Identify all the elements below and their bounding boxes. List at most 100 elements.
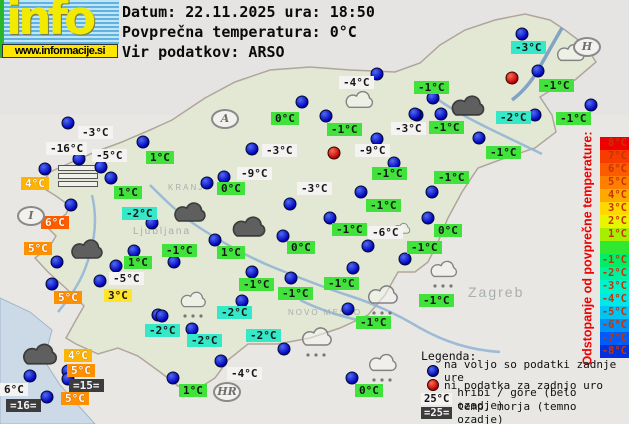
- scale-band: 2°C: [600, 215, 629, 228]
- station-dot-data-available: [283, 197, 297, 211]
- station-dot-data-available: [421, 211, 435, 225]
- station-dot-data-available: [425, 185, 439, 199]
- station-temp-badge: 5°C: [67, 364, 95, 377]
- scale-band: [600, 241, 629, 254]
- station-temp-badge: 1°C: [114, 186, 142, 199]
- station-dot-data-available: [38, 162, 52, 176]
- station-dot-data-available: [208, 233, 222, 247]
- station-dot-data-available: [64, 198, 78, 212]
- station-dot-no-data: [505, 71, 519, 85]
- fog-bar: [58, 165, 98, 171]
- station-temp-badge: -2°C: [246, 329, 281, 342]
- scale-band: -2°C: [600, 267, 629, 280]
- station-temp-badge: 3°C: [104, 289, 132, 302]
- scale-band: -5°C: [600, 306, 629, 319]
- station-temp-badge: -1°C: [414, 81, 449, 94]
- info-logo[interactable]: info: [0, 0, 119, 44]
- scale-band: 1°C: [600, 228, 629, 241]
- station-dot-data-available: [361, 239, 375, 253]
- scale-title: Odstopanje od povprečne temperature:: [580, 131, 595, 366]
- station-dot-data-available: [277, 342, 291, 356]
- cloud-rain-icon: [364, 351, 400, 383]
- station-temp-badge: -6°C: [368, 226, 403, 239]
- legend-item-text: temp. morja (temno ozadje): [457, 400, 577, 424]
- scale-band: -8°C: [600, 345, 629, 358]
- station-temp-badge: -1°C: [278, 287, 313, 300]
- station-temp-badge: 1°C: [146, 151, 174, 164]
- legend-row: 25°C hribi / gore (belo ozadje): [421, 386, 629, 412]
- station-temp-badge: -2°C: [122, 207, 157, 220]
- station-dot-data-available: [93, 274, 107, 288]
- station-temp-badge: -1°C: [556, 112, 591, 125]
- scale-band: 3°C: [600, 202, 629, 215]
- station-dot-data-available: [345, 371, 359, 385]
- sea-temp-badge-icon: =25=: [421, 407, 453, 419]
- station-temp-badge: -9°C: [237, 167, 272, 180]
- scale-band: 4°C: [600, 189, 629, 202]
- website-link[interactable]: www.informacije.si: [2, 44, 118, 58]
- station-temp-badge: 0°C: [434, 224, 462, 237]
- fog-bar: [58, 173, 98, 179]
- station-temp-badge: -1°C: [239, 278, 274, 291]
- station-dot-data-available: [323, 211, 337, 225]
- station-temp-badge: =15=: [69, 379, 104, 392]
- station-temp-badge: -9°C: [355, 144, 390, 157]
- scale-band: 7°C: [600, 150, 629, 163]
- station-dot-data-available: [200, 176, 214, 190]
- station-temp-badge: -1°C: [429, 121, 464, 134]
- station-temp-badge: 0°C: [271, 112, 299, 125]
- station-dot-data-available: [341, 302, 355, 316]
- station-dot-data-available: [472, 131, 486, 145]
- station-dot-data-available: [40, 390, 54, 404]
- scale-band: 5°C: [600, 176, 629, 189]
- station-temp-badge: 0°C: [355, 384, 383, 397]
- cloud-rain-icon: [176, 289, 209, 319]
- station-temp-badge: -2°C: [496, 111, 531, 124]
- station-dot-data-available: [109, 259, 123, 273]
- scale-band: 6°C: [600, 163, 629, 176]
- station-dot-data-available: [515, 27, 529, 41]
- station-dot-data-available: [245, 265, 259, 279]
- scale-band: 8°C: [600, 137, 629, 150]
- station-temp-badge: -2°C: [145, 324, 180, 337]
- station-dot-data-available: [23, 369, 37, 383]
- station-dot-data-available: [398, 252, 412, 266]
- station-dot-data-available: [295, 95, 309, 109]
- city-label: Zagreb: [468, 284, 525, 300]
- city-label: KRANJ: [168, 183, 205, 192]
- station-temp-badge: 4°C: [21, 177, 49, 190]
- legend-row: =25= temp. morja (temno ozadje): [421, 400, 629, 424]
- legend-item-text: hribi / gore (belo ozadje): [457, 386, 577, 412]
- station-dot-data-available: [61, 116, 75, 130]
- station-temp-badge: -1°C: [162, 244, 197, 257]
- station-dot-data-available: [354, 185, 368, 199]
- station-dot-data-available: [167, 255, 181, 269]
- cloud-rain-icon: [297, 324, 335, 358]
- scale-band: -4°C: [600, 293, 629, 306]
- station-dot-data-available: [45, 277, 59, 291]
- scale-band: -7°C: [600, 332, 629, 345]
- station-dot-data-available: [104, 171, 118, 185]
- station-dot-data-available: [155, 309, 169, 323]
- country-sign-a: A: [211, 109, 239, 129]
- legend-title: Legenda:: [421, 349, 477, 363]
- station-dot-data-available: [531, 64, 545, 78]
- station-temp-badge: -16°C: [46, 142, 88, 155]
- scale-band: -6°C: [600, 319, 629, 332]
- station-dot-data-available: [50, 255, 64, 269]
- temperature-scale: 8°C 7°C 6°C 5°C 4°C 3°C 2°C 1°C -1°C -2°C -3°C -4°C…: [600, 137, 629, 358]
- station-dot-data-available: [346, 261, 360, 275]
- station-temp-badge: -2°C: [187, 334, 222, 347]
- station-dot-data-available: [245, 142, 259, 156]
- station-temp-badge: 1°C: [124, 256, 152, 269]
- cloud-dark-icon: [446, 92, 488, 122]
- station-temp-badge: -4°C: [339, 76, 374, 89]
- station-temp-badge: -1°C: [366, 199, 401, 212]
- station-temp-badge: -3°C: [262, 144, 297, 157]
- fog-icon: [58, 165, 98, 189]
- station-dot-data-available: [276, 229, 290, 243]
- station-dot-data-available: [408, 107, 422, 121]
- station-temp-badge: -1°C: [407, 241, 442, 254]
- legend-row: ni podatka za zadnjo uro: [421, 378, 629, 392]
